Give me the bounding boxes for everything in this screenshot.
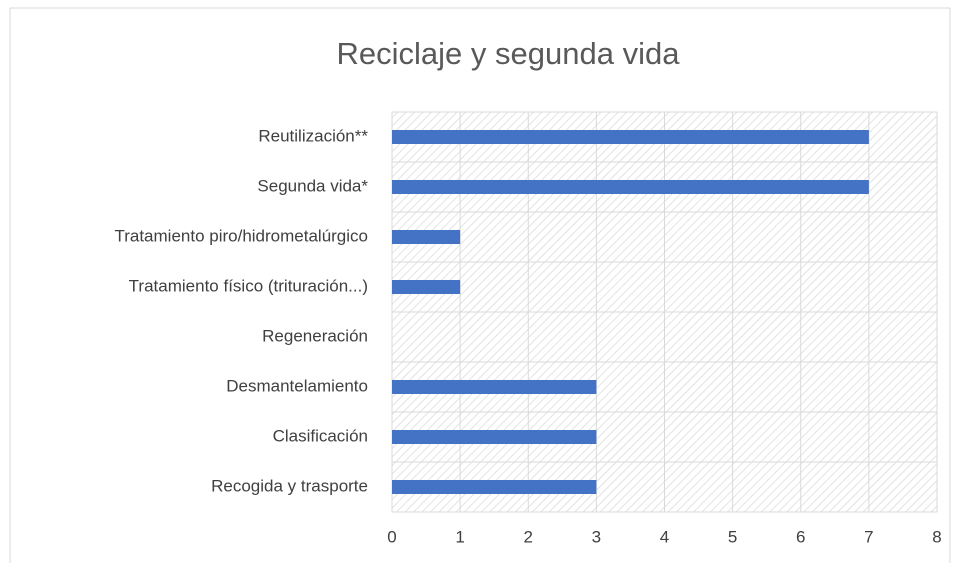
x-tick-label: 8 bbox=[932, 527, 941, 546]
y-tick-label: Tratamiento físico (trituración...) bbox=[129, 276, 368, 295]
bar bbox=[392, 230, 461, 244]
x-tick-label: 7 bbox=[864, 527, 873, 546]
x-tick-label: 6 bbox=[796, 527, 805, 546]
bar bbox=[392, 380, 597, 394]
y-tick-label: Clasificación bbox=[273, 426, 368, 445]
y-tick-label: Regeneración bbox=[262, 326, 368, 345]
x-tick-label: 3 bbox=[592, 527, 601, 546]
y-tick-label: Recogida y trasporte bbox=[211, 476, 368, 495]
y-tick-label: Tratamiento piro/hidrometalúrgico bbox=[114, 226, 368, 245]
chart-title: Reciclaje y segunda vida bbox=[337, 36, 681, 71]
x-tick-label: 2 bbox=[524, 527, 533, 546]
y-tick-label: Segunda vida* bbox=[257, 176, 368, 195]
bar bbox=[392, 280, 461, 294]
x-tick-label: 5 bbox=[728, 527, 737, 546]
bar bbox=[392, 430, 597, 444]
bar bbox=[392, 480, 597, 494]
bar bbox=[392, 130, 869, 144]
bar bbox=[392, 180, 869, 194]
y-tick-label: Reutilización** bbox=[258, 126, 368, 145]
y-tick-label: Desmantelamiento bbox=[226, 376, 368, 395]
x-tick-label: 0 bbox=[387, 527, 396, 546]
x-tick-label: 4 bbox=[660, 527, 669, 546]
x-tick-label: 1 bbox=[455, 527, 464, 546]
